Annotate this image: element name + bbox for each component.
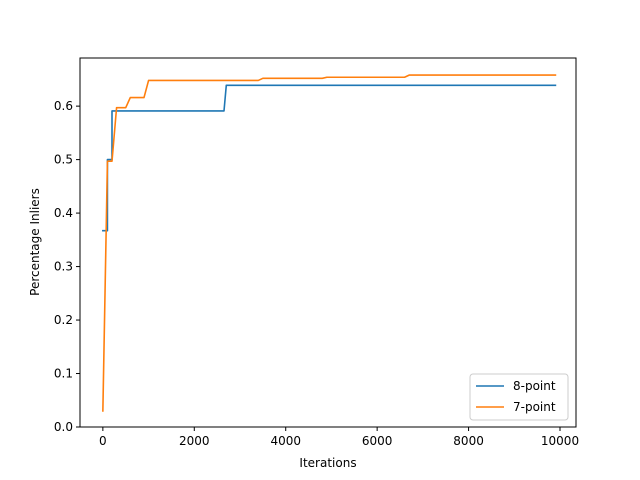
- x-tick-label: 8000: [453, 434, 484, 448]
- x-tick-label: 0: [99, 434, 107, 448]
- y-tick-label: 0.3: [54, 260, 73, 274]
- x-tick-label: 4000: [270, 434, 301, 448]
- x-axis: 0 2000 4000 6000 8000 10000: [99, 427, 579, 448]
- y-tick-label: 0.4: [54, 206, 73, 220]
- series-layer: [102, 74, 557, 412]
- x-axis-title: Iterations: [299, 456, 356, 470]
- y-tick-label: 0.0: [54, 420, 73, 434]
- plot-frame: [79, 57, 577, 428]
- y-tick-label: 0.6: [54, 99, 73, 113]
- y-axis-title: Percentage Inliers: [28, 188, 42, 296]
- plot-background: [80, 58, 576, 427]
- y-tick-label: 0.5: [54, 153, 73, 167]
- x-tick-label: 10000: [541, 434, 579, 448]
- legend-label: 7-point: [513, 400, 556, 414]
- legend: 8-point 7-point: [469, 373, 569, 421]
- x-tick-label: 6000: [362, 434, 393, 448]
- y-axis: 0.0 0.1 0.2 0.3 0.4 0.5 0.6: [54, 99, 80, 434]
- x-tick-label: 2000: [179, 434, 210, 448]
- y-tick-label: 0.1: [54, 367, 73, 381]
- legend-label: 8-point: [513, 379, 556, 393]
- series-line-8-point: [102, 84, 557, 232]
- series-line-7-point: [102, 74, 557, 412]
- y-tick-label: 0.2: [54, 313, 73, 327]
